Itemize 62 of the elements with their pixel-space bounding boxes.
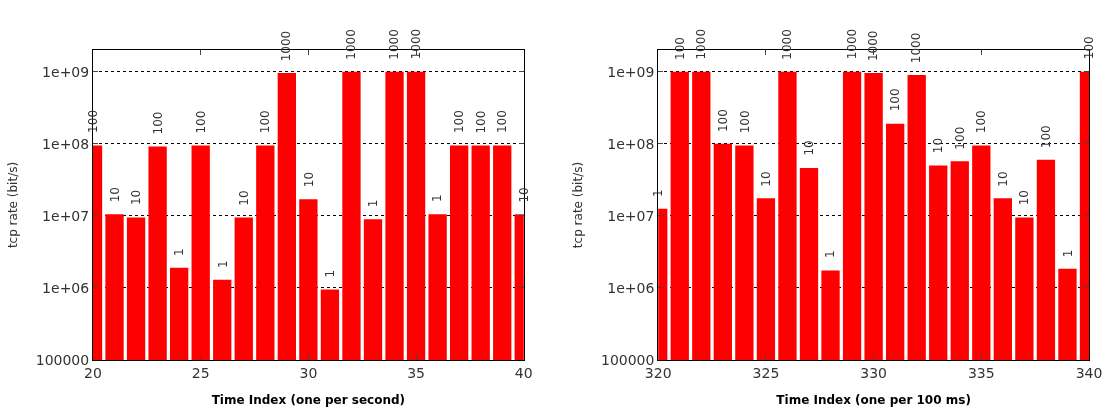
- annotation: 100: [86, 109, 101, 133]
- annotation: 10: [129, 189, 144, 206]
- x-tick-label: 40: [514, 364, 533, 381]
- annotation: 1000: [844, 28, 859, 60]
- x-tick-label: 335: [967, 364, 995, 381]
- annotation: 100: [1081, 36, 1096, 60]
- annotation: 10: [107, 187, 122, 203]
- annotation: 100: [887, 88, 902, 112]
- x-axis-title: Time Index (one per 100 ms): [776, 392, 971, 407]
- annotation: 1: [1060, 249, 1075, 258]
- x-tick-label: 330: [860, 364, 887, 381]
- y-tick-label: 1e+07: [42, 207, 90, 224]
- x-tick-label: 325: [752, 364, 780, 381]
- x-tick-label: 25: [191, 364, 210, 381]
- annotation: 10: [931, 137, 946, 154]
- x-tick-label: 340: [1075, 364, 1103, 381]
- annotation: 1000: [408, 28, 423, 60]
- annotation: 1000: [866, 30, 881, 62]
- y-tick-label: 1e+06: [607, 279, 655, 296]
- annotation: 1000: [279, 30, 294, 62]
- annotation: 1: [172, 248, 187, 256]
- x-tick-label: 30: [299, 364, 318, 381]
- annotation: 100: [473, 110, 488, 134]
- y-axis-title: tcp rate (bit/s): [6, 161, 21, 249]
- y-tick-label: 1e+08: [42, 135, 90, 152]
- annotation: 10: [236, 190, 251, 206]
- x-axis-title: Time Index (one per second): [211, 392, 406, 407]
- annotation: 1: [823, 250, 838, 258]
- annotation: 1: [215, 260, 230, 268]
- y-tick-label: 1e+09: [42, 63, 90, 80]
- annotation: 10: [996, 171, 1011, 187]
- annotation: 10: [301, 171, 316, 188]
- annotation: 1: [365, 199, 380, 208]
- annotation: 100: [150, 111, 165, 135]
- annotation: 100: [952, 126, 967, 150]
- annotation: 1: [651, 189, 666, 198]
- annotation: 100: [258, 110, 273, 134]
- annotation: 1000: [909, 32, 924, 64]
- annotation: 1: [323, 269, 338, 278]
- annotation: 10: [1017, 190, 1032, 206]
- annotation: 1: [430, 194, 445, 202]
- annotation: 100: [715, 109, 730, 133]
- y-tick-label: 1e+09: [607, 63, 655, 80]
- annotation: 1000: [780, 29, 795, 60]
- annotation: 100: [452, 110, 467, 134]
- annotation: 100: [737, 110, 752, 134]
- annotation: 1000: [694, 28, 709, 60]
- annotation: 10: [759, 171, 774, 187]
- annotation: 10: [802, 140, 817, 156]
- y-tick-label: 1e+06: [42, 279, 90, 296]
- annotation: 100: [193, 110, 208, 134]
- annotation: 10: [516, 187, 531, 203]
- annotation: 100: [1038, 125, 1053, 149]
- y-tick-label: 1e+08: [607, 135, 655, 152]
- y-axis-title: tcp rate (bit/s): [571, 161, 586, 249]
- annotation: 100: [495, 110, 510, 134]
- y-tick-label: 1e+07: [607, 207, 655, 224]
- annotation: 1000: [344, 29, 359, 60]
- annotation: 100: [672, 37, 687, 60]
- annotation: 100: [974, 110, 989, 134]
- annotation: 1000: [387, 29, 402, 60]
- x-tick-label: 35: [407, 364, 425, 381]
